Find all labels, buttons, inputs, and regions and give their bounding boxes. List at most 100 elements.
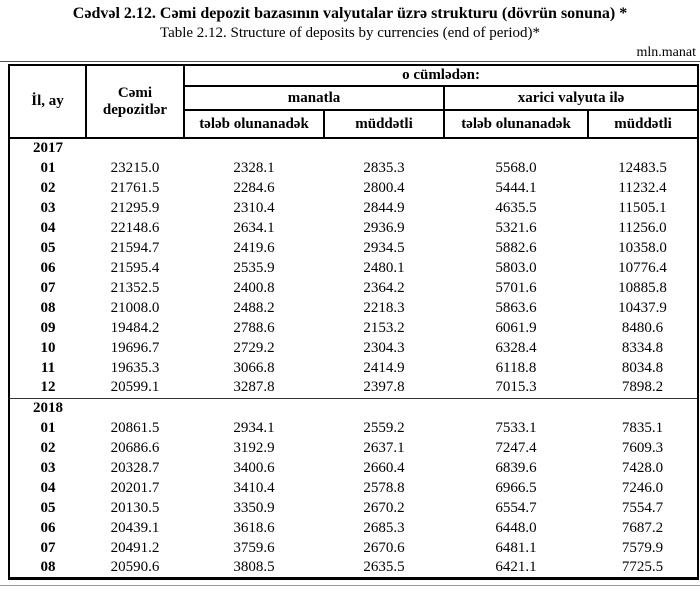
value-cell: 2304.3 bbox=[363, 339, 405, 356]
bottom-rule bbox=[0, 584, 700, 586]
value-cell: 5321.6 bbox=[495, 219, 537, 236]
value-cell: 6554.7 bbox=[495, 499, 537, 516]
value-cell: 20599.1 bbox=[110, 379, 160, 396]
value-cell: 6966.5 bbox=[495, 479, 537, 496]
table-row: 05 21594.7 2419.6 2934.5 5882.6 10358.0 bbox=[9, 238, 698, 258]
month-cell: 07 bbox=[40, 279, 56, 296]
value-cell: 19635.3 bbox=[110, 359, 160, 376]
value-cell: 2480.1 bbox=[363, 259, 405, 276]
value-cell: 21594.7 bbox=[110, 239, 160, 256]
value-cell: 23215.0 bbox=[110, 159, 160, 176]
header-total-deposits: Cəmi depozitlər bbox=[85, 64, 185, 139]
value-cell: 7898.2 bbox=[621, 379, 664, 396]
value-cell: 2835.3 bbox=[363, 159, 405, 176]
value-cell: 6421.1 bbox=[495, 558, 537, 575]
value-cell: 2310.4 bbox=[233, 199, 275, 216]
header-foreign-currency: xarici valyuta ilə bbox=[442, 85, 700, 111]
header-manat-demand: tələb olunanadək bbox=[183, 109, 325, 139]
value-cell: 7246.0 bbox=[621, 479, 664, 496]
unit-label: mln.manat bbox=[636, 45, 697, 60]
value-cell: 20439.1 bbox=[110, 519, 160, 536]
value-cell: 20130.5 bbox=[110, 499, 160, 516]
top-rule bbox=[0, 61, 700, 62]
value-cell: 20328.7 bbox=[110, 459, 160, 476]
month-cell: 05 bbox=[40, 499, 56, 516]
value-cell: 3192.9 bbox=[233, 439, 275, 456]
table-title-az: Cədvəl 2.12. Cəmi depozit bazasının valy… bbox=[72, 5, 628, 22]
value-cell: 2844.9 bbox=[363, 199, 405, 216]
value-cell: 3287.8 bbox=[233, 379, 275, 396]
cell-empty bbox=[184, 397, 324, 418]
value-cell: 11232.4 bbox=[618, 179, 667, 196]
value-cell: 5568.0 bbox=[495, 159, 537, 176]
year-label: 2017 bbox=[33, 140, 63, 156]
cell-empty bbox=[324, 397, 444, 418]
header-foreign-demand: tələb olunanadək bbox=[443, 109, 589, 139]
value-cell: 7687.2 bbox=[621, 519, 664, 536]
value-cell: 2634.1 bbox=[233, 219, 275, 236]
value-cell: 3350.9 bbox=[233, 499, 275, 516]
value-cell: 2419.6 bbox=[233, 239, 275, 256]
cell-empty bbox=[444, 138, 588, 158]
value-cell: 2635.5 bbox=[363, 558, 405, 575]
deposits-table: İl, ay Cəmi depozitlər o cümlədən: manat… bbox=[8, 64, 700, 580]
value-cell: 21595.4 bbox=[110, 259, 160, 276]
table-row: 01 20861.5 2934.1 2559.2 7533.1 7835.1 bbox=[9, 418, 698, 438]
year-row: 2017 bbox=[9, 138, 698, 158]
value-cell: 2559.2 bbox=[363, 419, 405, 436]
value-cell: 2788.6 bbox=[233, 319, 275, 336]
month-cell: 04 bbox=[40, 479, 56, 496]
header-year-month: İl, ay bbox=[8, 64, 87, 139]
value-cell: 5444.1 bbox=[495, 179, 537, 196]
month-cell: 03 bbox=[40, 459, 56, 476]
value-cell: 2488.2 bbox=[233, 299, 275, 316]
table-row: 08 21008.0 2488.2 2218.3 5863.6 10437.9 bbox=[9, 298, 698, 318]
value-cell: 3410.4 bbox=[233, 479, 275, 496]
value-cell: 2535.9 bbox=[233, 259, 275, 276]
cell-empty bbox=[588, 397, 699, 418]
value-cell: 5882.6 bbox=[495, 239, 537, 256]
cell-empty bbox=[184, 138, 324, 158]
header-manat: manatla bbox=[183, 85, 445, 111]
value-cell: 2578.8 bbox=[363, 479, 405, 496]
value-cell: 10776.4 bbox=[618, 259, 667, 276]
value-cell: 3808.5 bbox=[233, 558, 275, 575]
value-cell: 20491.2 bbox=[110, 539, 160, 556]
value-cell: 7247.4 bbox=[495, 439, 537, 456]
month-cell: 04 bbox=[40, 219, 56, 236]
value-cell: 21761.5 bbox=[110, 179, 160, 196]
table-row: 10 19696.7 2729.2 2304.3 6328.4 8334.8 bbox=[9, 338, 698, 358]
cell-empty bbox=[588, 138, 698, 158]
month-cell: 08 bbox=[40, 299, 56, 316]
table-row: 02 20686.6 3192.9 2637.1 7247.4 7609.3 bbox=[9, 438, 698, 458]
table-row: 01 23215.0 2328.1 2835.3 5568.0 12483.5 bbox=[9, 158, 698, 178]
value-cell: 3400.6 bbox=[233, 459, 275, 476]
value-cell: 11505.1 bbox=[618, 199, 667, 216]
value-cell: 2685.3 bbox=[363, 519, 405, 536]
value-cell: 2660.4 bbox=[363, 459, 405, 476]
value-cell: 7428.0 bbox=[621, 459, 664, 476]
value-cell: 2284.6 bbox=[233, 179, 275, 196]
value-cell: 20861.5 bbox=[110, 419, 160, 436]
value-cell: 2364.2 bbox=[363, 279, 405, 296]
month-cell: 01 bbox=[40, 159, 56, 176]
value-cell: 5701.6 bbox=[495, 279, 537, 296]
value-cell: 3759.6 bbox=[233, 539, 275, 556]
value-cell: 6328.4 bbox=[495, 339, 537, 356]
value-cell: 20201.7 bbox=[110, 479, 160, 496]
value-cell: 21352.5 bbox=[110, 279, 160, 296]
cell-empty bbox=[86, 138, 184, 158]
cell-empty bbox=[324, 138, 444, 158]
value-cell: 2800.4 bbox=[363, 179, 405, 196]
value-cell: 7609.3 bbox=[621, 439, 664, 456]
value-cell: 7533.1 bbox=[495, 419, 537, 436]
table-row: 09 19484.2 2788.6 2153.2 6061.9 8480.6 bbox=[9, 318, 698, 338]
value-cell: 19484.2 bbox=[110, 319, 160, 336]
month-cell: 03 bbox=[40, 199, 56, 216]
table-row: 07 20491.2 3759.6 2670.6 6481.1 7579.9 bbox=[9, 538, 698, 558]
value-cell: 2328.1 bbox=[233, 159, 275, 176]
value-cell: 3618.6 bbox=[233, 519, 275, 536]
table-row: 06 20439.1 3618.6 2685.3 6448.0 7687.2 bbox=[9, 518, 698, 538]
month-cell: 05 bbox=[40, 239, 56, 256]
value-cell: 3066.8 bbox=[233, 359, 275, 376]
